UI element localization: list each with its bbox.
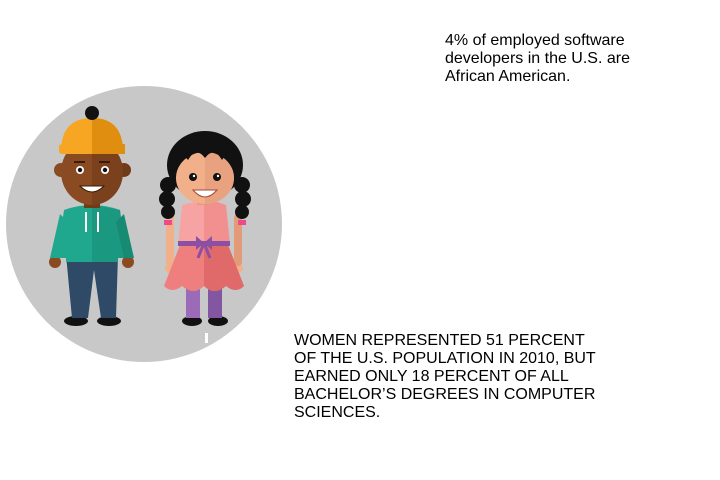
kids-illustration <box>6 86 282 362</box>
boy-pants <box>66 255 118 318</box>
boy-right-hand <box>122 256 134 268</box>
boy-figure <box>49 106 134 326</box>
girl-figure <box>159 131 251 326</box>
circle-tick <box>205 333 208 343</box>
boy-left-hand <box>49 256 61 268</box>
girl-left-shoe <box>182 316 202 326</box>
girl-left-leg <box>186 282 200 318</box>
stat-women-cs-degrees: WOMEN REPRESENTED 51 PERCENT OF THE U.S.… <box>294 332 596 421</box>
boy-hat-pompom <box>85 106 99 120</box>
girl-right-shoe <box>208 316 228 326</box>
boy-right-shoe <box>97 316 121 326</box>
boy-left-shoe <box>64 316 88 326</box>
girl-right-leg <box>208 282 222 318</box>
stat-african-american-developers: 4% of employed software developers in th… <box>445 32 630 85</box>
girl-braids <box>159 177 251 225</box>
